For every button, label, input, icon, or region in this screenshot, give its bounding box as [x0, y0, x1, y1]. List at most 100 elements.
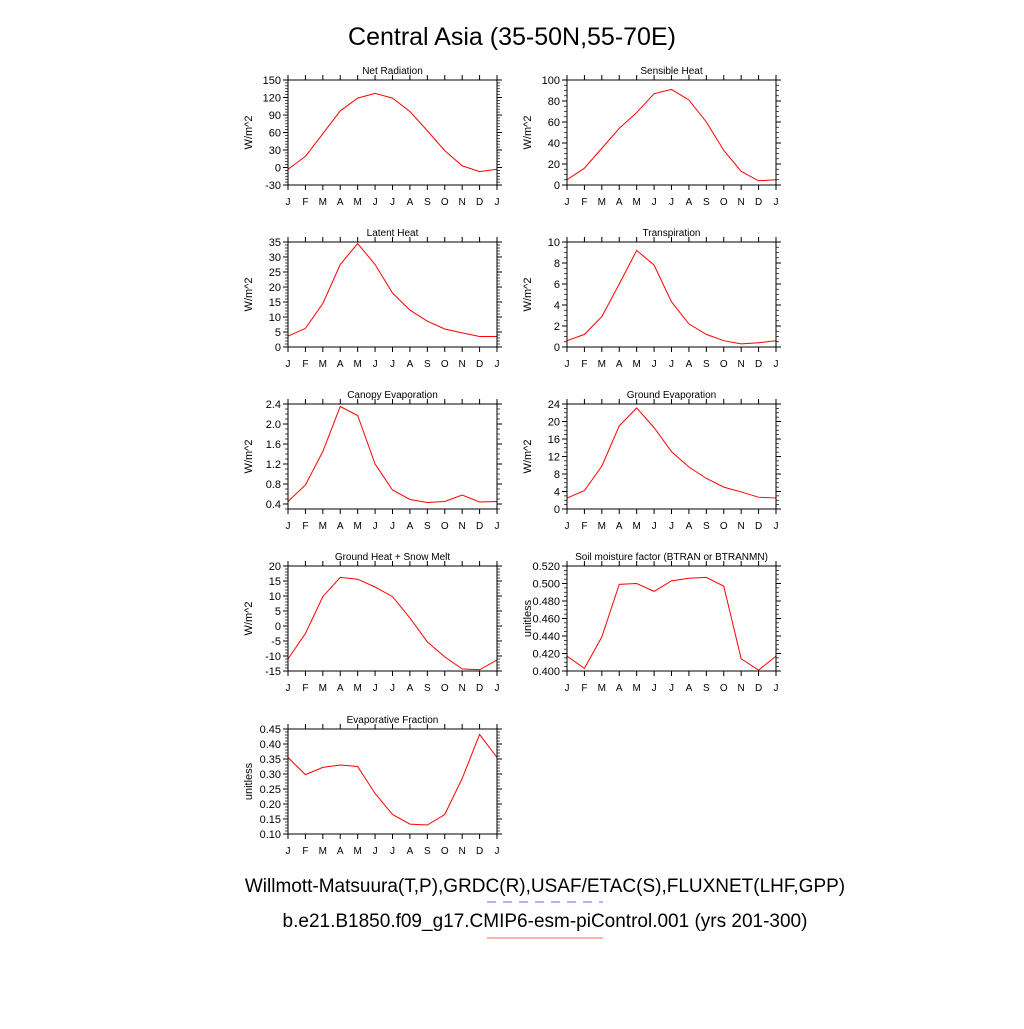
- y-axis-label: W/m^2: [243, 278, 255, 312]
- y-tick-label: 0: [554, 504, 560, 516]
- x-tick-label: D: [476, 197, 483, 208]
- y-tick-label: 25: [269, 267, 281, 279]
- x-tick-label: O: [441, 359, 449, 370]
- y-tick-label: 35: [269, 237, 281, 249]
- x-tick-label: N: [459, 846, 466, 857]
- plot-frame: [567, 242, 776, 347]
- model-series-line: [567, 408, 776, 498]
- x-tick-label: A: [407, 846, 414, 857]
- x-tick-label: J: [286, 197, 291, 208]
- x-tick-label: J: [286, 359, 291, 370]
- y-tick-label: 100: [542, 75, 560, 87]
- y-axis-label: W/m^2: [522, 440, 534, 474]
- y-tick-label: 10: [269, 591, 281, 603]
- x-tick-label: A: [407, 521, 414, 532]
- x-tick-label: A: [616, 359, 623, 370]
- x-tick-label: J: [373, 521, 378, 532]
- y-tick-label: 60: [548, 117, 560, 129]
- y-tick-label: 150: [263, 75, 281, 87]
- y-tick-label: 2.4: [266, 399, 281, 411]
- y-tick-label: 0.480: [532, 596, 560, 608]
- x-tick-label: A: [686, 197, 693, 208]
- x-tick-label: F: [581, 521, 587, 532]
- y-tick-label: 6: [554, 279, 560, 291]
- x-tick-label: A: [407, 683, 414, 694]
- y-tick-label: -10: [265, 651, 281, 663]
- x-tick-label: D: [476, 846, 483, 857]
- footer-obs-label: Willmott-Matsuura(T,P),GRDC(R),USAF/ETAC…: [245, 876, 845, 897]
- x-tick-label: S: [703, 197, 710, 208]
- x-tick-label: J: [495, 683, 500, 694]
- y-tick-label: 24: [548, 399, 560, 411]
- plot-frame: [567, 566, 776, 671]
- y-axis-label: W/m^2: [243, 440, 255, 474]
- x-tick-label: M: [632, 359, 640, 370]
- x-tick-label: D: [755, 197, 762, 208]
- x-tick-label: O: [720, 521, 728, 532]
- x-tick-label: J: [565, 521, 570, 532]
- x-tick-label: S: [703, 359, 710, 370]
- x-tick-label: J: [774, 197, 779, 208]
- x-tick-label: J: [652, 359, 657, 370]
- y-tick-label: 2.0: [266, 419, 281, 431]
- x-tick-label: J: [669, 197, 674, 208]
- x-tick-label: M: [319, 521, 327, 532]
- y-tick-label: 40: [548, 138, 560, 150]
- y-tick-label: 0: [275, 342, 281, 354]
- y-tick-label: 10: [269, 312, 281, 324]
- y-tick-label: 0: [554, 342, 560, 354]
- y-tick-label: 16: [548, 434, 560, 446]
- x-tick-label: D: [755, 521, 762, 532]
- x-tick-label: M: [353, 683, 361, 694]
- figure-title: Central Asia (35-50N,55-70E): [348, 23, 676, 51]
- x-tick-label: J: [652, 197, 657, 208]
- x-tick-label: J: [774, 683, 779, 694]
- x-tick-label: D: [476, 359, 483, 370]
- plot-frame: [567, 80, 776, 185]
- x-tick-label: O: [441, 846, 449, 857]
- x-tick-label: M: [353, 846, 361, 857]
- y-tick-label: -15: [265, 666, 281, 678]
- y-tick-label: -5: [271, 636, 281, 648]
- model-series-line: [288, 244, 497, 337]
- x-tick-label: M: [598, 197, 606, 208]
- x-tick-label: D: [476, 683, 483, 694]
- y-tick-label: 0.10: [260, 829, 281, 841]
- x-tick-label: O: [720, 683, 728, 694]
- x-tick-label: M: [319, 359, 327, 370]
- x-tick-label: A: [407, 359, 414, 370]
- x-tick-label: M: [598, 683, 606, 694]
- x-tick-label: M: [632, 683, 640, 694]
- x-tick-label: S: [424, 359, 431, 370]
- x-tick-label: J: [390, 197, 395, 208]
- x-tick-label: O: [441, 521, 449, 532]
- model-series-line: [288, 577, 497, 669]
- footer-model-label: b.e21.B1850.f09_g17.CMIP6-esm-piControl.…: [283, 911, 808, 932]
- x-tick-label: J: [373, 359, 378, 370]
- x-tick-label: A: [686, 683, 693, 694]
- x-tick-label: A: [407, 197, 414, 208]
- x-tick-label: O: [441, 197, 449, 208]
- panel-ground-heat-snow-melt: Ground Heat + Snow MeltW/m^2-15-10-50510…: [243, 552, 502, 694]
- x-tick-label: M: [319, 683, 327, 694]
- x-tick-label: M: [319, 846, 327, 857]
- y-tick-label: 0.460: [532, 614, 560, 626]
- y-tick-label: 0.440: [532, 631, 560, 643]
- y-tick-label: 0.30: [260, 769, 281, 781]
- model-series-line: [567, 89, 776, 180]
- x-tick-label: F: [302, 197, 308, 208]
- x-tick-label: J: [390, 359, 395, 370]
- y-tick-label: 1.6: [266, 439, 281, 451]
- model-series-line: [288, 93, 497, 171]
- x-tick-label: J: [286, 521, 291, 532]
- x-tick-label: S: [424, 683, 431, 694]
- x-tick-label: O: [720, 197, 728, 208]
- x-tick-label: A: [337, 359, 344, 370]
- x-tick-label: N: [459, 359, 466, 370]
- x-tick-label: J: [669, 359, 674, 370]
- x-tick-label: J: [669, 521, 674, 532]
- y-tick-label: 15: [269, 576, 281, 588]
